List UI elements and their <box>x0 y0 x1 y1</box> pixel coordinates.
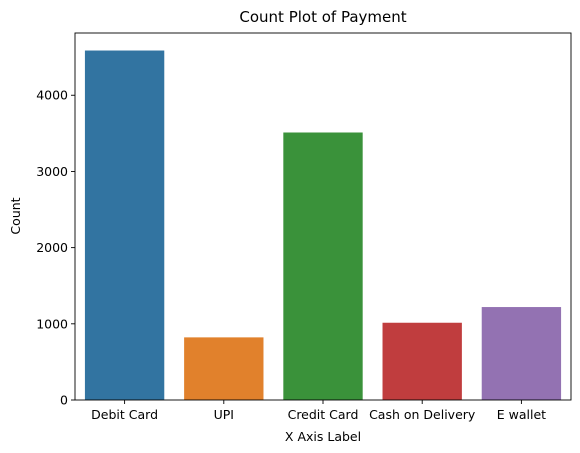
y-axis-label: Count <box>8 197 23 234</box>
x-tick-label: Credit Card <box>288 407 359 422</box>
x-axis-label: X Axis Label <box>285 429 361 444</box>
bar-e-wallet <box>482 307 561 400</box>
chart-title: Count Plot of Payment <box>239 8 406 26</box>
x-tick-label: UPI <box>214 407 234 422</box>
bars-group <box>85 51 561 400</box>
bar-credit-card <box>283 133 362 400</box>
x-axis: Debit Card UPI Credit Card Cash on Delivery… <box>91 400 546 422</box>
x-tick-label: E wallet <box>497 407 546 422</box>
bar-cash-on-delivery <box>383 323 462 400</box>
y-tick-label: 3000 <box>36 164 68 179</box>
y-tick-label: 2000 <box>36 240 68 255</box>
y-tick-label: 4000 <box>36 88 68 103</box>
y-tick-label: 0 <box>60 393 68 408</box>
bar-debit-card <box>85 51 164 400</box>
x-tick-label: Debit Card <box>91 407 158 422</box>
y-axis: 0 1000 2000 3000 4000 <box>36 88 75 408</box>
x-tick-label: Cash on Delivery <box>369 407 476 422</box>
bar-upi <box>184 337 263 400</box>
y-tick-label: 1000 <box>36 316 68 331</box>
